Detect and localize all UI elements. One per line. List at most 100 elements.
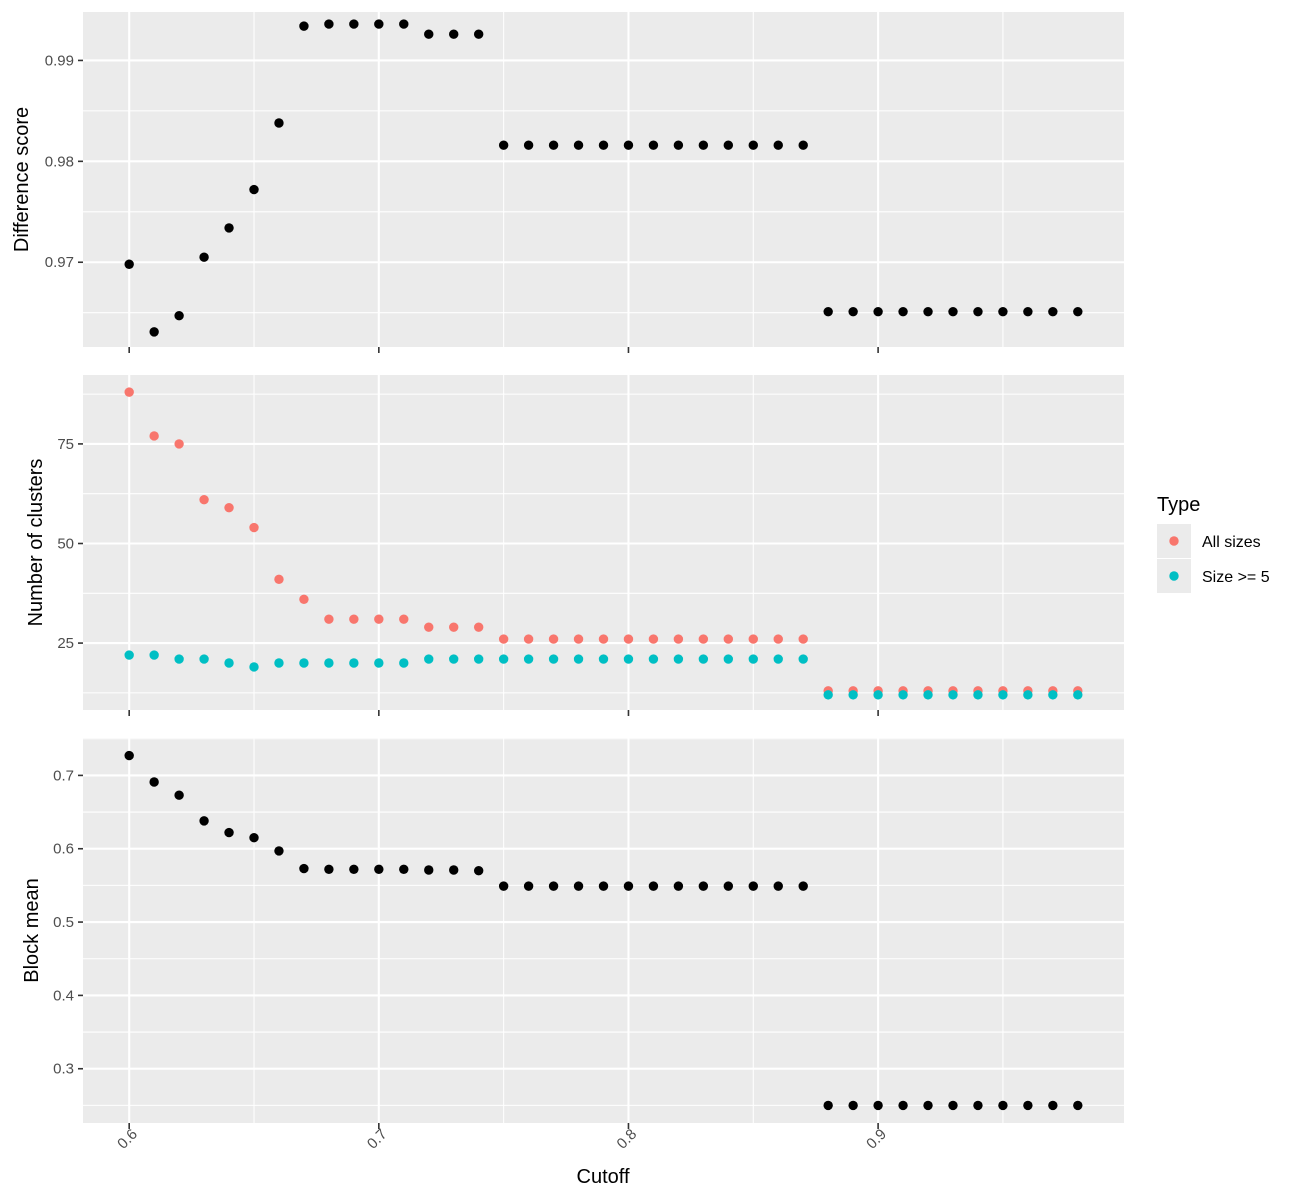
data-point bbox=[873, 1100, 883, 1111]
data-point bbox=[948, 690, 958, 700]
chart-panels: 0.97 0.98 0.99 Difference score 25 50 75 Number… bbox=[11, 12, 1124, 1153]
data-point bbox=[748, 634, 758, 644]
series-3-1 bbox=[124, 750, 1083, 1111]
data-point bbox=[698, 881, 709, 891]
data-point bbox=[498, 881, 509, 891]
data-point bbox=[548, 881, 559, 891]
data-point bbox=[923, 306, 933, 317]
data-point bbox=[124, 650, 134, 660]
y-axis-title: Difference score bbox=[11, 107, 33, 252]
data-point bbox=[998, 306, 1008, 317]
data-point bbox=[1023, 690, 1033, 700]
data-point bbox=[798, 634, 808, 644]
data-point bbox=[473, 866, 484, 876]
panel-3: 0.3 0.4 0.5 0.6 0.7 0.6 0.7 0.8 0.9 Block mean bbox=[21, 738, 1124, 1153]
data-point bbox=[573, 140, 584, 150]
data-point bbox=[498, 140, 509, 150]
series-2-1 bbox=[124, 387, 1083, 696]
data-point bbox=[424, 29, 434, 39]
data-point bbox=[573, 634, 584, 644]
data-point bbox=[848, 690, 858, 700]
data-point bbox=[898, 690, 908, 700]
data-point bbox=[523, 881, 534, 891]
data-point bbox=[399, 864, 409, 874]
data-point bbox=[324, 658, 334, 668]
data-point bbox=[673, 654, 684, 664]
legend-label-all-sizes: All sizes bbox=[1202, 534, 1261, 551]
series-2-2 bbox=[124, 650, 1083, 700]
data-point bbox=[498, 654, 509, 664]
data-point bbox=[698, 634, 709, 644]
data-point bbox=[623, 881, 634, 891]
y-tick-label: 0.4 bbox=[53, 987, 74, 1004]
y-tick-label: 0.6 bbox=[53, 841, 74, 858]
data-point bbox=[324, 864, 334, 874]
data-point bbox=[249, 662, 259, 672]
data-point bbox=[723, 140, 734, 150]
data-point bbox=[399, 614, 409, 624]
data-point bbox=[573, 881, 584, 891]
data-point bbox=[848, 1100, 858, 1111]
data-point bbox=[299, 658, 309, 668]
data-point bbox=[923, 1100, 933, 1111]
data-point bbox=[573, 654, 584, 664]
data-point bbox=[973, 306, 983, 317]
data-point bbox=[449, 865, 459, 875]
panel-background bbox=[83, 12, 1124, 347]
data-point bbox=[199, 816, 209, 826]
data-point bbox=[149, 327, 159, 337]
data-point bbox=[648, 634, 659, 644]
x-axis-title: Cutoff bbox=[577, 1166, 630, 1188]
panel-background bbox=[83, 738, 1124, 1123]
data-point bbox=[274, 574, 284, 585]
data-point bbox=[648, 140, 659, 150]
data-point bbox=[324, 614, 334, 624]
data-point bbox=[598, 881, 609, 891]
data-point bbox=[473, 622, 484, 632]
data-point bbox=[249, 184, 259, 195]
data-point bbox=[773, 654, 783, 664]
data-point bbox=[1073, 1100, 1083, 1111]
data-point bbox=[349, 614, 359, 624]
data-point bbox=[973, 1100, 983, 1111]
y-tick-label: 0.5 bbox=[53, 914, 74, 931]
data-point bbox=[149, 777, 159, 787]
y-tick-label: 0.3 bbox=[53, 1061, 74, 1078]
data-point bbox=[249, 833, 259, 843]
data-point bbox=[224, 223, 234, 233]
data-point bbox=[224, 827, 234, 838]
legend-title: Type bbox=[1157, 494, 1200, 516]
data-point bbox=[1048, 690, 1058, 700]
data-point bbox=[798, 881, 808, 891]
data-point bbox=[873, 306, 883, 317]
data-point bbox=[523, 140, 534, 150]
data-point bbox=[898, 306, 908, 317]
data-point bbox=[748, 654, 758, 664]
data-point bbox=[374, 19, 384, 29]
legend-key-all-sizes bbox=[1169, 536, 1179, 546]
data-point bbox=[673, 881, 684, 891]
data-point bbox=[548, 654, 559, 664]
y-axis-title: Number of clusters bbox=[25, 459, 47, 627]
data-point bbox=[274, 118, 284, 128]
data-point bbox=[374, 658, 384, 668]
y-tick-label: 0.7 bbox=[53, 767, 74, 784]
data-point bbox=[623, 654, 634, 664]
y-axis-title: Block mean bbox=[21, 878, 43, 983]
data-point bbox=[299, 21, 309, 31]
data-point bbox=[823, 306, 833, 317]
data-point bbox=[898, 1100, 908, 1111]
x-tick-label: 0.6 bbox=[114, 1126, 141, 1153]
data-point bbox=[473, 654, 484, 664]
data-point bbox=[598, 140, 609, 150]
data-point bbox=[124, 750, 134, 761]
data-point bbox=[124, 259, 134, 269]
data-point bbox=[174, 311, 184, 321]
y-tick-label: 75 bbox=[57, 436, 74, 453]
data-point bbox=[299, 863, 309, 874]
data-point bbox=[199, 494, 209, 505]
data-point bbox=[473, 29, 484, 39]
data-point bbox=[873, 690, 883, 700]
data-point bbox=[748, 140, 758, 150]
